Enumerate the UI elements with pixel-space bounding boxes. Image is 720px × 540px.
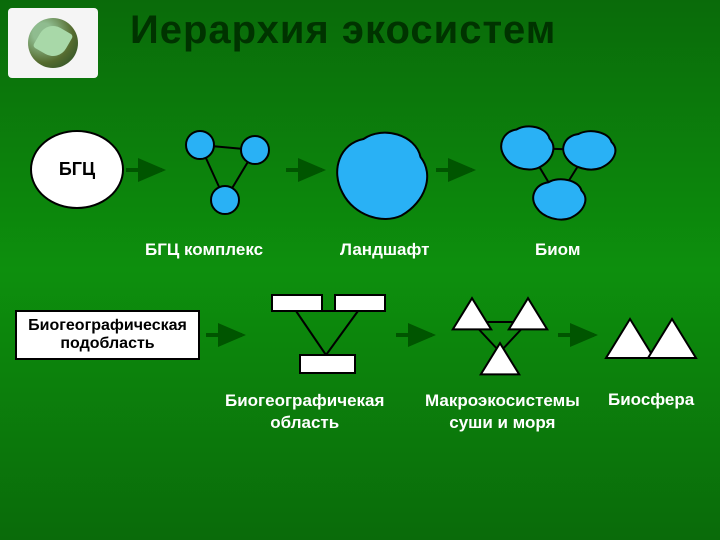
node-subregion: Биогеографическая подобласть bbox=[15, 310, 200, 360]
node-subregion-label: Биогеографическая подобласть bbox=[21, 317, 194, 353]
label-biome: Биом bbox=[535, 240, 580, 260]
label-landscape: Ландшафт bbox=[340, 240, 429, 260]
label-macro: Макроэкосистемы суши и моря bbox=[425, 390, 580, 434]
label-biosphere: Биосфера bbox=[608, 390, 694, 410]
diagram-canvas bbox=[0, 0, 720, 540]
label-bgc-complex: БГЦ комплекс bbox=[145, 240, 263, 260]
label-bioregion: Биогеографичекая область bbox=[225, 390, 384, 434]
